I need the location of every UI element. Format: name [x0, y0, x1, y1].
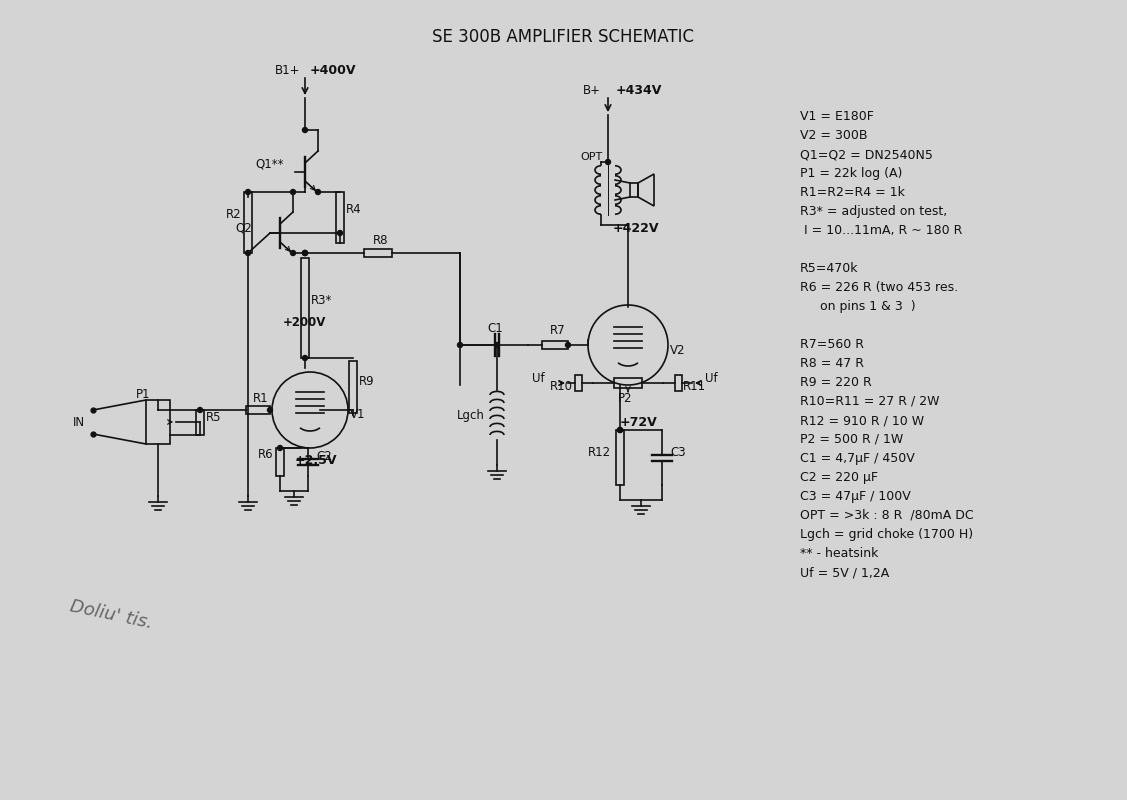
Bar: [364, 249, 392, 257]
Text: +200V: +200V: [283, 317, 327, 330]
Text: R1=R2=R4 = 1k: R1=R2=R4 = 1k: [800, 186, 905, 199]
Text: V1 = E180F: V1 = E180F: [800, 110, 873, 123]
Circle shape: [291, 190, 295, 194]
Text: R9 = 220 R: R9 = 220 R: [800, 376, 872, 389]
Circle shape: [277, 446, 283, 450]
Bar: [301, 258, 309, 358]
Bar: [147, 400, 170, 444]
Bar: [196, 410, 204, 435]
Circle shape: [302, 250, 308, 255]
Bar: [542, 341, 568, 349]
Text: P2 = 500 R / 1W: P2 = 500 R / 1W: [800, 433, 903, 446]
Text: OPT: OPT: [580, 152, 602, 162]
Text: R9: R9: [360, 375, 374, 388]
Text: IN: IN: [73, 415, 86, 429]
Text: R10: R10: [550, 379, 573, 393]
Circle shape: [495, 342, 499, 347]
Text: R5: R5: [206, 411, 222, 424]
Text: Q2: Q2: [236, 222, 251, 234]
Text: C2 = 220 μF: C2 = 220 μF: [800, 471, 878, 484]
Text: V1: V1: [350, 409, 365, 422]
Text: P1 = 22k log (A): P1 = 22k log (A): [800, 167, 903, 180]
Text: Uf = 5V / 1,2A: Uf = 5V / 1,2A: [800, 566, 889, 579]
Circle shape: [316, 190, 320, 194]
Circle shape: [267, 407, 273, 413]
Text: R6 = 226 R (two 453 res.: R6 = 226 R (two 453 res.: [800, 281, 958, 294]
Text: R8 = 47 R: R8 = 47 R: [800, 357, 864, 370]
Text: Doliu' tis.: Doliu' tis.: [68, 598, 154, 633]
Circle shape: [246, 250, 250, 255]
Text: B+: B+: [583, 83, 601, 97]
Circle shape: [291, 250, 295, 255]
Circle shape: [302, 355, 308, 361]
Text: R7: R7: [550, 325, 566, 338]
Circle shape: [302, 250, 308, 255]
Bar: [614, 378, 642, 388]
Circle shape: [197, 407, 203, 413]
Text: +422V: +422V: [613, 222, 659, 234]
Text: Q1=Q2 = DN2540N5: Q1=Q2 = DN2540N5: [800, 148, 933, 161]
Text: R2: R2: [227, 208, 241, 221]
Bar: [246, 406, 270, 414]
Circle shape: [246, 190, 250, 194]
Text: R3* = adjusted on test,: R3* = adjusted on test,: [800, 205, 948, 218]
Text: P2: P2: [618, 391, 632, 405]
Text: R5=470k: R5=470k: [800, 262, 859, 275]
Bar: [245, 192, 252, 253]
Text: on pins 1 & 3  ): on pins 1 & 3 ): [800, 300, 915, 313]
Text: Uf: Uf: [706, 371, 718, 385]
Text: C1: C1: [487, 322, 503, 335]
Text: +400V: +400V: [310, 63, 356, 77]
Text: R12: R12: [588, 446, 611, 459]
Text: C3: C3: [669, 446, 685, 459]
Circle shape: [605, 159, 611, 165]
Text: +2,5V: +2,5V: [295, 454, 337, 466]
Text: P1: P1: [136, 387, 151, 401]
Circle shape: [337, 230, 343, 235]
Bar: [674, 375, 682, 391]
Circle shape: [302, 127, 308, 133]
Bar: [575, 375, 582, 391]
Text: ** - heatsink: ** - heatsink: [800, 547, 878, 560]
Text: R8: R8: [373, 234, 389, 247]
Text: V2 = 300B: V2 = 300B: [800, 129, 868, 142]
Text: R7=560 R: R7=560 R: [800, 338, 864, 351]
Bar: [276, 448, 284, 476]
Text: Uf: Uf: [532, 371, 544, 385]
Text: Lgch: Lgch: [458, 409, 485, 422]
Bar: [630, 183, 638, 197]
Text: OPT = >3k : 8 R  /80mA DC: OPT = >3k : 8 R /80mA DC: [800, 509, 974, 522]
Circle shape: [618, 427, 622, 433]
Text: C3 = 47μF / 100V: C3 = 47μF / 100V: [800, 490, 911, 503]
Text: I = 10...11mA, R ~ 180 R: I = 10...11mA, R ~ 180 R: [800, 224, 962, 237]
Bar: [616, 430, 624, 485]
Text: R11: R11: [683, 379, 707, 393]
Text: B1+: B1+: [275, 63, 301, 77]
Circle shape: [618, 427, 622, 433]
Text: V2: V2: [669, 343, 685, 357]
Text: R12 = 910 R / 10 W: R12 = 910 R / 10 W: [800, 414, 924, 427]
Text: R6: R6: [258, 447, 274, 461]
Text: +434V: +434V: [616, 83, 663, 97]
Circle shape: [458, 342, 462, 347]
Circle shape: [302, 250, 308, 255]
Text: C1 = 4,7μF / 450V: C1 = 4,7μF / 450V: [800, 452, 915, 465]
Text: R10=R11 = 27 R / 2W: R10=R11 = 27 R / 2W: [800, 395, 940, 408]
Text: R4: R4: [346, 203, 362, 216]
Text: R3*: R3*: [311, 294, 332, 306]
Text: SE 300B AMPLIFIER SCHEMATIC: SE 300B AMPLIFIER SCHEMATIC: [432, 28, 694, 46]
Text: Q1**: Q1**: [255, 158, 284, 170]
Text: +72V: +72V: [620, 415, 658, 429]
Bar: [336, 192, 344, 243]
Text: C2: C2: [316, 450, 331, 463]
Text: R1: R1: [252, 391, 268, 405]
Bar: [349, 361, 357, 413]
Circle shape: [566, 342, 570, 347]
Text: Lgch = grid choke (1700 H): Lgch = grid choke (1700 H): [800, 528, 973, 541]
